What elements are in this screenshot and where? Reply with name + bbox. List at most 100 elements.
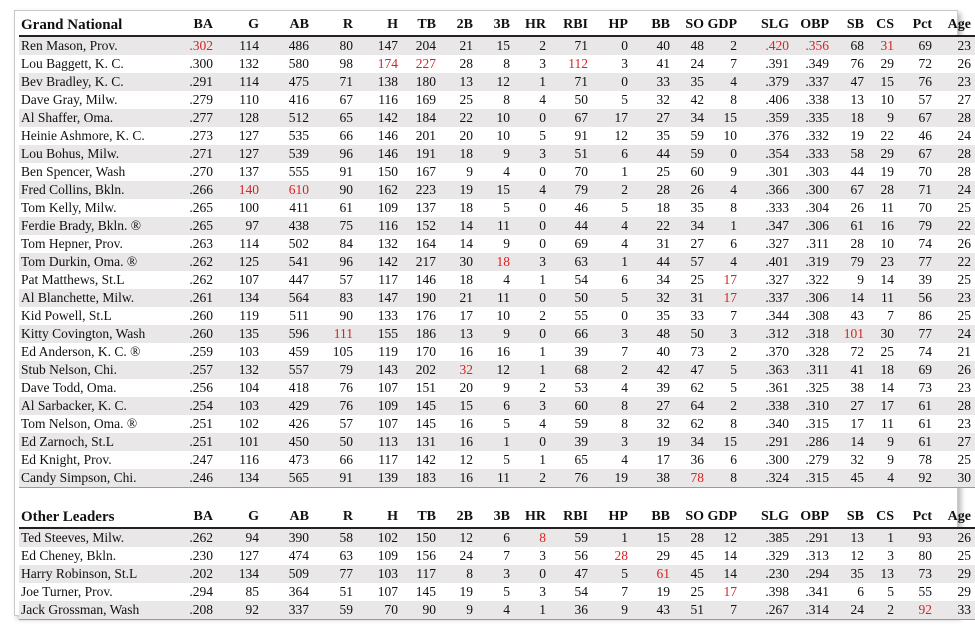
stat-cell: 1B [971, 199, 975, 217]
stat-cell: 26 [829, 199, 864, 217]
stat-cell: 125 [213, 253, 259, 271]
stat-cell: 31 [670, 289, 704, 307]
stat-cell: 17 [864, 397, 894, 415]
stat-cell: 51 [309, 583, 353, 601]
stat-cell: 61 [829, 217, 864, 235]
stat-cell: 5 [473, 199, 510, 217]
stat-cell: SS [971, 289, 975, 307]
stat-cell: .337 [789, 73, 829, 91]
stat-cell: 46 [546, 199, 588, 217]
stat-cell: .279 [789, 451, 829, 469]
stat-cell: 119 [213, 307, 259, 325]
stat-cell: 201 [398, 127, 436, 145]
table-row: Tom Hepner, Prov. .263 114 502 84 132 164 14 9 0 6… [19, 235, 975, 253]
section-title: Other Leaders [19, 507, 189, 529]
stat-cell: 34 [670, 109, 704, 127]
stat-cell: 143 [353, 361, 398, 379]
stat-cell: 23 [932, 36, 971, 55]
stat-cell: .325 [789, 379, 829, 397]
stat-cell: 28 [436, 55, 473, 73]
stat-cell: 1 [510, 271, 546, 289]
stat-cell: 103 [213, 343, 259, 361]
stat-cell: 2 [510, 307, 546, 325]
stat-cell: 5 [864, 583, 894, 601]
stat-cell: 19 [628, 433, 670, 451]
column-header: BB [628, 507, 670, 529]
stat-cell: 93 [894, 528, 932, 547]
stat-cell: 142 [398, 451, 436, 469]
stat-cell: CF [971, 163, 975, 181]
stat-cell: .420 [737, 36, 789, 55]
stat-cell: 10 [704, 127, 737, 145]
stat-cell: 5 [473, 451, 510, 469]
stat-cell: 40 [628, 36, 670, 55]
stat-cell: 139 [353, 469, 398, 488]
stat-cell: 86 [894, 307, 932, 325]
stat-cell: 77 [894, 325, 932, 343]
column-header: H [353, 15, 398, 37]
stat-cell: .349 [789, 55, 829, 73]
stat-cell: 486 [259, 36, 309, 55]
stat-cell: 337 [259, 601, 309, 620]
stat-cell: 63 [546, 253, 588, 271]
stat-cell: 114 [213, 235, 259, 253]
stat-cell: 73 [670, 343, 704, 361]
column-header: Pos [971, 15, 975, 37]
stat-cell: 11 [473, 217, 510, 235]
stat-cell: 57 [670, 253, 704, 271]
stat-cell: 4 [588, 451, 628, 469]
stat-cell: 1 [864, 528, 894, 547]
stat-cell: 76 [309, 379, 353, 397]
stat-cell: .266 [189, 181, 213, 199]
stat-cell: 4 [510, 181, 546, 199]
stat-cell: 109 [353, 547, 398, 565]
stat-cell: 0 [588, 36, 628, 55]
stat-cell: 18 [628, 199, 670, 217]
stat-cell: 23 [932, 289, 971, 307]
stat-cell: 16 [473, 343, 510, 361]
header-row: Grand National BA G AB R H TB 2B 3B HR RBI HP BB SO GD… [19, 15, 975, 37]
stat-cell: 55 [894, 583, 932, 601]
stat-cell: .401 [737, 253, 789, 271]
stat-cell: 3 [510, 145, 546, 163]
stat-cell: .359 [737, 109, 789, 127]
stat-cell: 25 [932, 271, 971, 289]
stat-cell: 31 [628, 235, 670, 253]
stat-cell: 83 [309, 289, 353, 307]
column-header: RBI [546, 15, 588, 37]
stat-cell: 50 [309, 433, 353, 451]
stat-cell: 66 [309, 127, 353, 145]
stat-cell: 12 [588, 127, 628, 145]
stat-cell: 28 [932, 397, 971, 415]
stat-cell: 8 [704, 199, 737, 217]
stat-cell: .271 [189, 145, 213, 163]
stat-cell: 45 [670, 565, 704, 583]
stat-cell: 127 [213, 127, 259, 145]
stat-cell: 9 [473, 145, 510, 163]
stat-cell: 1 [510, 601, 546, 620]
stat-cell: 1 [510, 451, 546, 469]
stat-cell: 67 [309, 91, 353, 109]
stat-cell: 46 [894, 127, 932, 145]
table-row: Tom Nelson, Oma. ® .251 102 426 57 107 145 16 5 4… [19, 415, 975, 433]
column-header: SLG [737, 15, 789, 37]
stat-cell: 35 [670, 199, 704, 217]
player-name: Tom Kelly, Milw. [19, 199, 189, 217]
stat-cell: 94 [213, 528, 259, 547]
stat-cell: .265 [189, 199, 213, 217]
stat-cell: 8 [588, 415, 628, 433]
stat-cell: 142 [353, 253, 398, 271]
stat-cell: 21 [436, 36, 473, 55]
stat-cell: 138 [353, 73, 398, 91]
table-row: Tom Kelly, Milw. .265 100 411 61 109 137 18 5 0 46… [19, 199, 975, 217]
stat-cell: .261 [189, 289, 213, 307]
stat-cell: 24 [436, 547, 473, 565]
stat-cell: 117 [353, 271, 398, 289]
stat-cell: 0 [510, 217, 546, 235]
stat-cell: .361 [737, 379, 789, 397]
stat-cell: 53 [546, 379, 588, 397]
stat-cell: 145 [398, 583, 436, 601]
stat-cell: 73 [894, 565, 932, 583]
stat-cell: .260 [189, 307, 213, 325]
stat-cell: 28 [670, 528, 704, 547]
